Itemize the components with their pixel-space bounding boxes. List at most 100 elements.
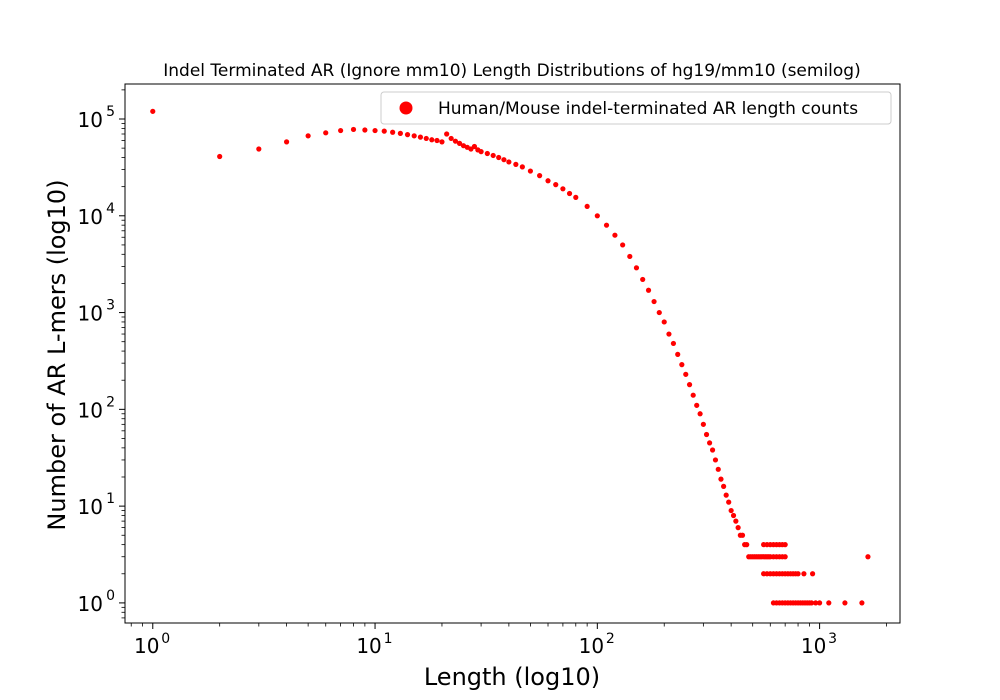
data-point <box>452 138 459 144</box>
y-tick-label-exponent: 5 <box>106 104 115 120</box>
data-point <box>808 600 815 606</box>
y-tick-label: 10 <box>78 398 103 422</box>
data-point <box>739 532 746 538</box>
data-point <box>666 331 672 337</box>
data-point <box>735 525 741 531</box>
data-point <box>627 253 633 260</box>
data-point <box>730 512 737 519</box>
data-point <box>782 542 788 548</box>
data-point <box>545 178 551 184</box>
y-tick-label: 10 <box>78 302 103 326</box>
data-point <box>501 157 507 163</box>
data-point <box>478 149 484 155</box>
data-point <box>865 554 871 560</box>
x-tick-label-exponent: 1 <box>384 631 393 647</box>
data-point <box>656 309 662 316</box>
data-point <box>506 159 512 165</box>
data-point <box>434 137 440 144</box>
y-tick-label-exponent: 4 <box>106 201 115 217</box>
data-point <box>683 371 689 377</box>
x-tick-label: 10 <box>134 634 159 658</box>
data-point <box>733 518 739 524</box>
legend-label: Human/Mouse indel-terminated AR length c… <box>438 99 858 119</box>
data-point <box>715 466 721 472</box>
x-tick-label: 10 <box>356 634 381 658</box>
chart-title: Indel Terminated AR (Ignore mm10) Length… <box>163 61 860 81</box>
data-point <box>670 340 677 347</box>
legend-marker <box>399 101 413 115</box>
data-point <box>675 351 681 357</box>
data-point <box>686 382 693 388</box>
legend-box <box>380 91 892 125</box>
y-tick-label-exponent: 1 <box>106 491 115 507</box>
x-axis-ticks: 10 0 10 1 10 2 10 3 <box>130 623 887 658</box>
data-point <box>584 203 590 210</box>
data-point <box>809 571 816 577</box>
data-point <box>645 287 652 293</box>
data-point <box>338 127 344 134</box>
y-tick-label: 10 <box>78 495 103 519</box>
data-point <box>697 411 703 417</box>
data-point <box>700 421 706 427</box>
x-tick-label-exponent: 2 <box>606 631 615 647</box>
data-point <box>813 600 819 606</box>
data-point <box>150 108 156 114</box>
data-point <box>390 129 396 135</box>
data-point <box>640 276 646 283</box>
data-point <box>448 135 454 142</box>
data-point <box>496 154 502 161</box>
data-point <box>723 492 729 498</box>
data-point <box>417 134 424 140</box>
data-point <box>744 542 750 548</box>
data-point <box>703 431 710 438</box>
y-tick-label-exponent: 2 <box>106 394 115 410</box>
data-point <box>612 232 618 238</box>
data-point <box>439 139 445 145</box>
y-tick-label-exponent: 3 <box>106 298 115 314</box>
data-point <box>217 153 223 160</box>
data-point <box>527 168 534 174</box>
data-point <box>537 173 543 179</box>
data-point <box>484 150 490 157</box>
data-point <box>661 319 667 325</box>
data-point <box>707 440 713 446</box>
y-axis-label: Number of AR L-mers (log10) <box>43 179 71 530</box>
data-point <box>553 182 559 188</box>
data-point <box>679 362 685 368</box>
data-point <box>350 126 357 133</box>
data-point <box>397 130 403 136</box>
data-point <box>573 194 579 200</box>
y-tick-label-exponent: 0 <box>106 588 115 604</box>
data-point <box>404 132 411 138</box>
y-tick-label: 10 <box>78 592 103 616</box>
data-point <box>795 571 801 577</box>
data-point <box>620 242 626 248</box>
data-point <box>826 600 832 606</box>
data-point <box>817 600 823 606</box>
data-point <box>842 600 848 606</box>
x-axis-label: Length (log10) <box>424 663 600 691</box>
data-point <box>490 152 496 159</box>
data-point <box>513 161 519 167</box>
data-point <box>718 476 724 482</box>
data-point <box>594 213 600 219</box>
plot-area <box>124 83 901 624</box>
data-point <box>709 447 716 453</box>
data-point <box>471 143 478 150</box>
data-point <box>305 133 311 139</box>
data-point <box>256 146 262 152</box>
data-point <box>560 186 566 192</box>
y-tick-label: 10 <box>78 108 103 132</box>
data-point <box>283 139 290 145</box>
data-point <box>603 222 610 228</box>
x-tick-label-exponent: 0 <box>161 631 170 647</box>
x-tick-label: 10 <box>801 634 826 658</box>
data-point <box>726 499 732 505</box>
data-point <box>519 164 525 170</box>
data-point <box>633 265 640 271</box>
data-point <box>782 554 788 560</box>
data-point <box>423 135 429 142</box>
data-point <box>694 402 700 408</box>
x-tick-label-exponent: 3 <box>828 631 837 647</box>
